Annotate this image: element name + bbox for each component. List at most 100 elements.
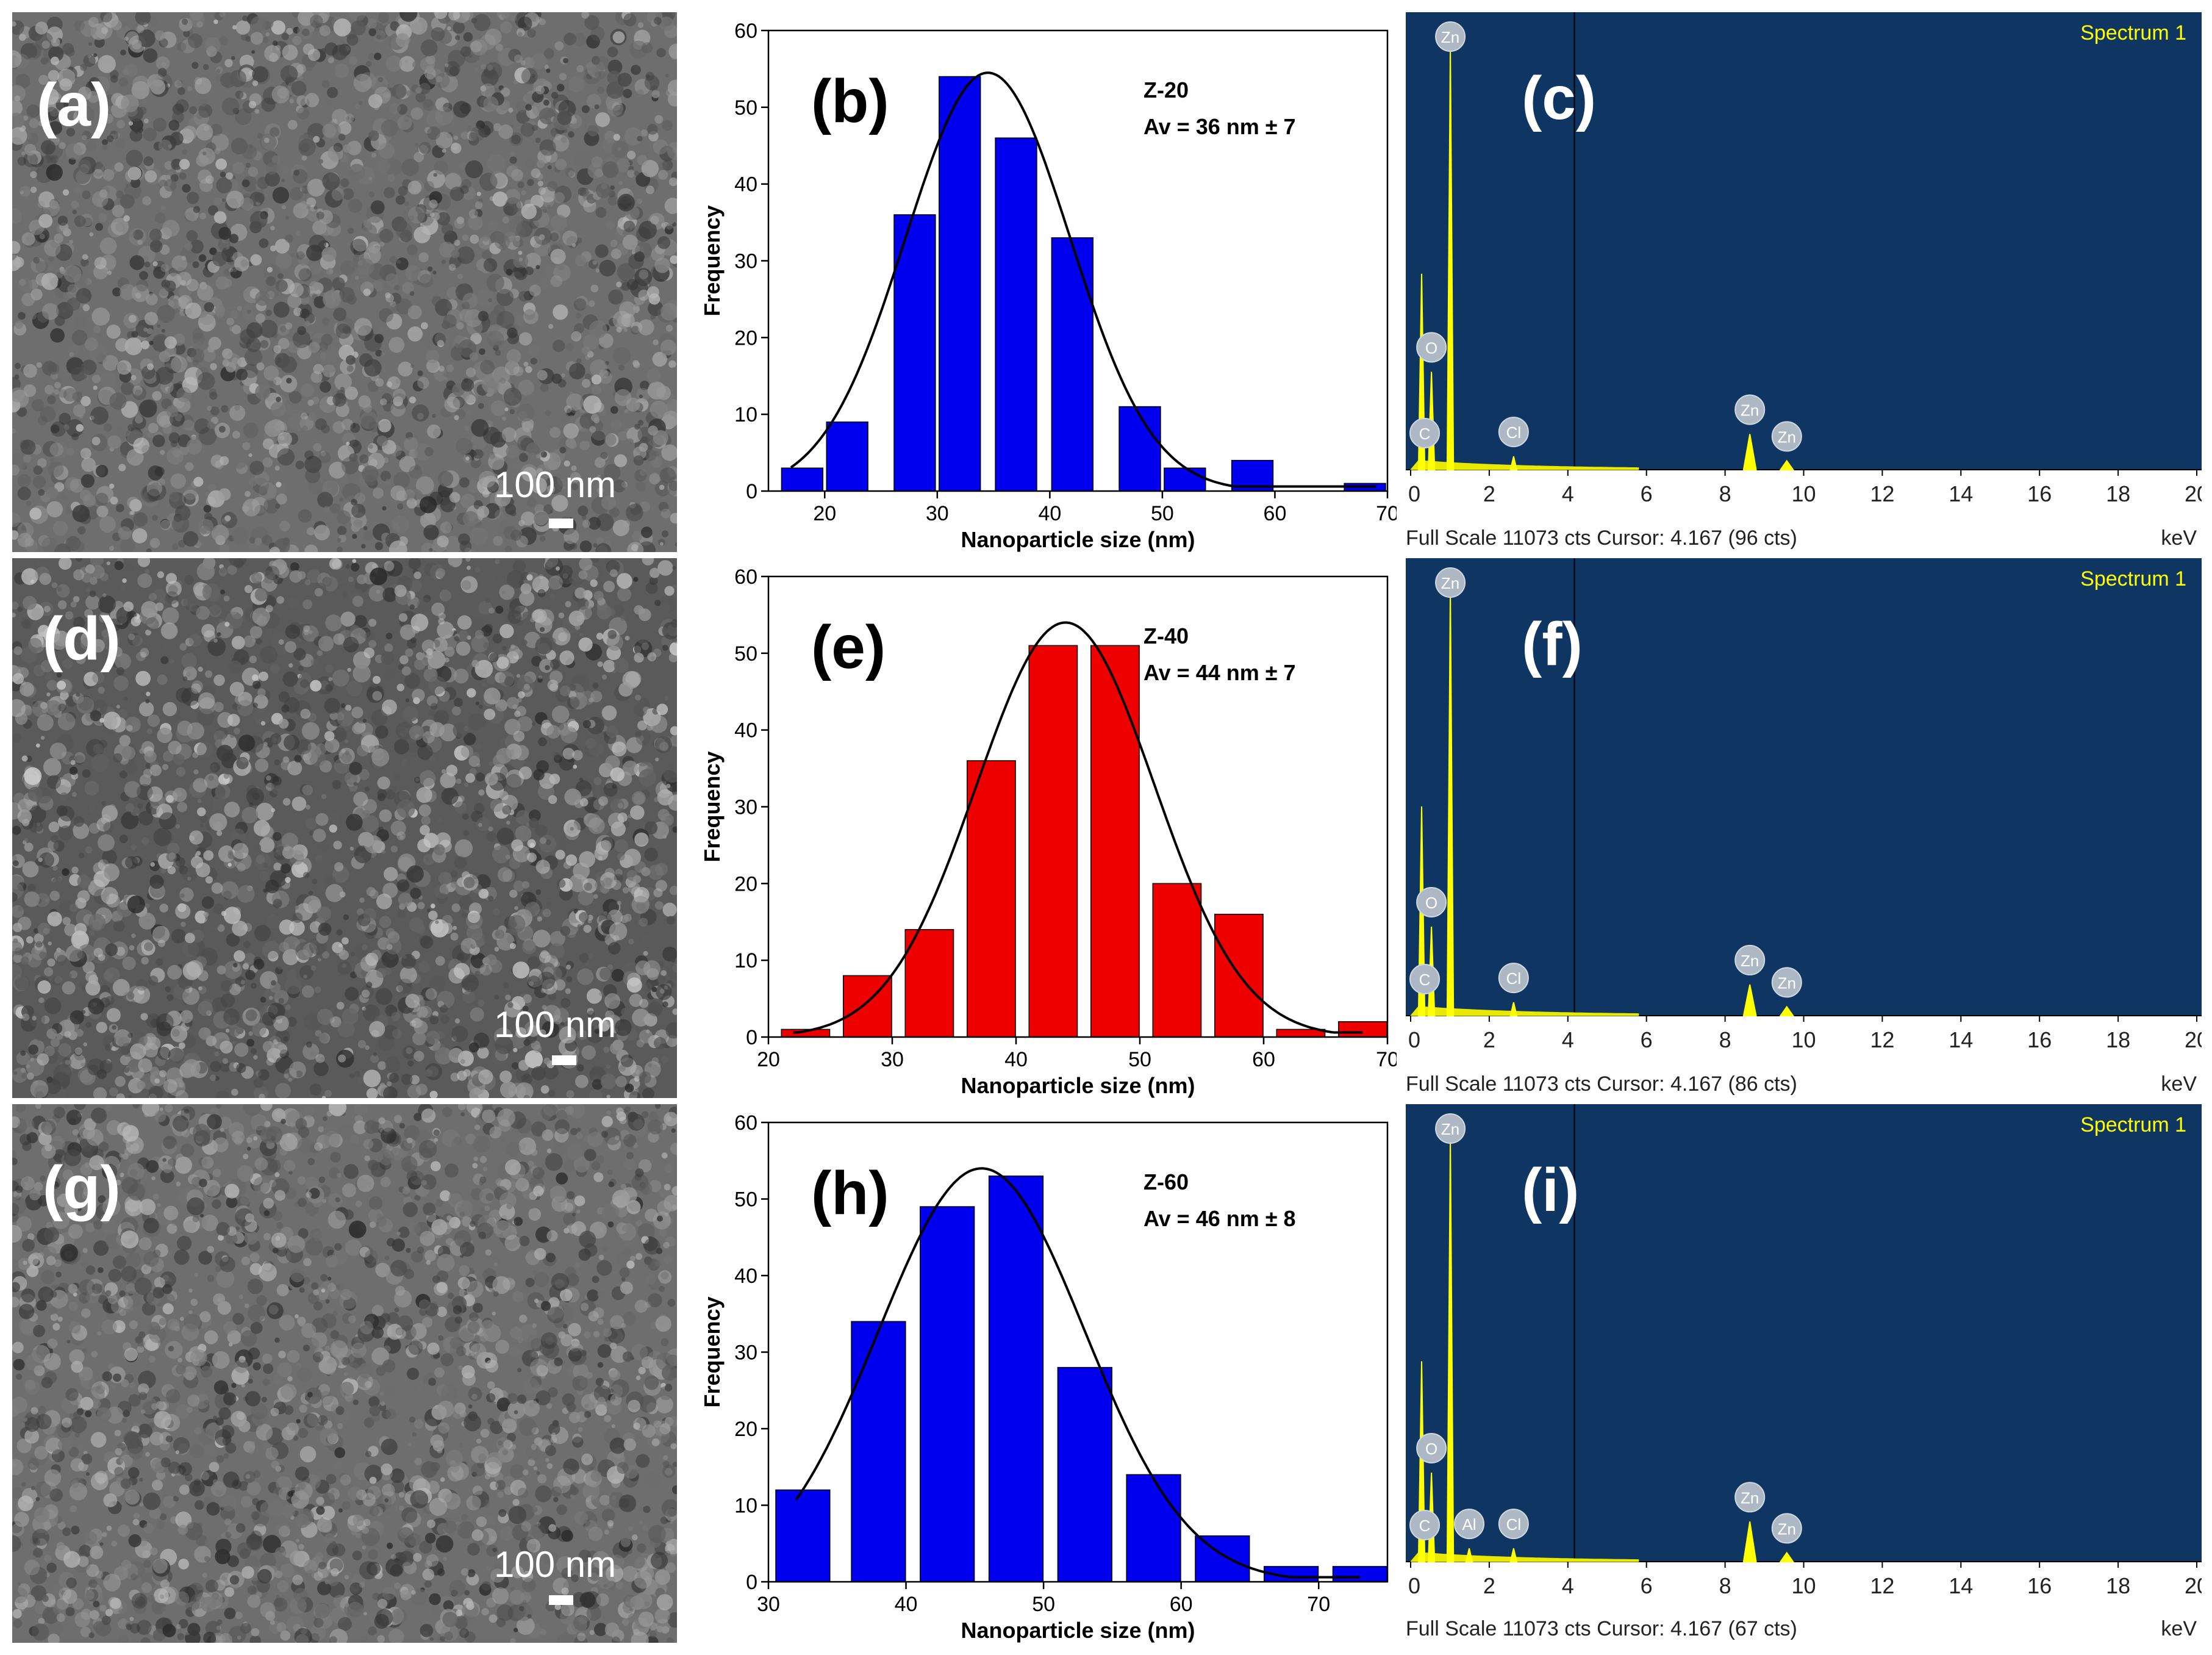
sem-grain (513, 559, 526, 573)
sem-grain (50, 424, 60, 434)
sem-grain (252, 843, 262, 852)
sem-grain (332, 942, 343, 953)
sem-grain (56, 584, 70, 598)
sem-grain (168, 741, 182, 755)
sem-grain (157, 571, 165, 578)
sem-grain (571, 406, 578, 414)
sem-grain (317, 839, 331, 853)
sem-grain (618, 431, 628, 441)
sem-grain (72, 792, 77, 797)
sem-grain (254, 192, 265, 203)
sem-grain (338, 950, 349, 960)
sem-grain (392, 1029, 402, 1039)
sem-grain (320, 381, 331, 393)
sem-grain (435, 956, 445, 966)
sem-grain (477, 727, 488, 738)
sem-grain (54, 233, 63, 243)
sem-grain (354, 492, 366, 504)
sem-grain (85, 12, 101, 23)
sem-grain (154, 30, 165, 41)
sem-grain (259, 238, 269, 248)
sem-grain (74, 923, 87, 936)
sem-grain (118, 1036, 130, 1049)
sem-grain (319, 25, 331, 37)
sem-grain (653, 430, 668, 446)
sem-grain (457, 407, 472, 422)
sem-grain (250, 32, 263, 45)
sem-grain (583, 66, 601, 85)
sem-grain (368, 444, 373, 450)
sem-grain (219, 544, 230, 552)
sem-grain (492, 191, 508, 207)
sem-grain (127, 992, 135, 1000)
sem-grain (186, 279, 199, 292)
sem-grain (567, 719, 577, 728)
sem-grain (459, 477, 470, 488)
sem-grain (419, 770, 436, 787)
sem-grain (152, 514, 158, 521)
peak-marker (1771, 421, 1802, 452)
sem-grain (464, 309, 482, 328)
sem-grain (274, 989, 289, 1005)
sem-grain (121, 811, 139, 830)
sem-grain (271, 633, 290, 651)
sem-grain (573, 298, 587, 311)
sem-grain (80, 20, 97, 37)
sem-grain (531, 1066, 546, 1081)
sem-grain (378, 418, 392, 433)
sem-grain (383, 967, 392, 975)
sem-grain (641, 867, 651, 877)
sem-grain (215, 66, 223, 74)
sem-grain (145, 617, 159, 631)
sem-grain (243, 635, 256, 648)
sem-grain (631, 531, 642, 542)
sem-grain (617, 900, 621, 905)
sem-grain (77, 526, 86, 534)
sem-grain (531, 124, 539, 131)
sem-grain (540, 837, 546, 844)
sem-grain (92, 672, 104, 684)
sem-grain (468, 209, 478, 219)
sem-grain (44, 606, 51, 612)
sem-grain (220, 589, 226, 595)
sem-grain (410, 614, 429, 631)
sem-grain (18, 949, 26, 957)
sem-grain (502, 216, 509, 224)
sem-grain (66, 127, 76, 137)
sem-grain (260, 340, 269, 348)
sem-grain (581, 379, 591, 388)
spectrum-peak (1446, 46, 1455, 470)
sem-grain (449, 66, 459, 76)
sem-grain (345, 355, 356, 365)
sem-grain (106, 325, 121, 339)
sem-grain (488, 896, 494, 902)
sem-grain (280, 326, 287, 332)
sem-grain (489, 242, 501, 254)
sem-grain (46, 487, 59, 499)
sem-grain (652, 738, 657, 743)
sem-grain (600, 451, 608, 459)
sem-grain (457, 273, 463, 279)
sem-grain (371, 749, 390, 767)
sem-grain (169, 492, 180, 503)
sem-grain (650, 215, 659, 224)
sem-grain (152, 334, 170, 351)
sem-grain (509, 289, 519, 298)
sem-grain (282, 798, 291, 806)
sem-grain (378, 1035, 395, 1052)
sem-grain (349, 453, 358, 462)
sem-grain (490, 231, 505, 246)
x-tick-label: 8 (1719, 481, 1731, 506)
sem-grain (132, 528, 148, 544)
peak-marker (1734, 394, 1766, 425)
sem-grain (109, 546, 114, 551)
sem-grain (325, 614, 342, 631)
sem-grain (93, 264, 109, 279)
sem-grain (168, 1047, 185, 1064)
sem-grain (666, 399, 677, 414)
sem-grain (175, 824, 181, 829)
sem-grain (148, 1086, 163, 1098)
sem-grain (357, 1077, 365, 1084)
sem-grain (365, 60, 372, 67)
sem-grain (298, 138, 316, 156)
